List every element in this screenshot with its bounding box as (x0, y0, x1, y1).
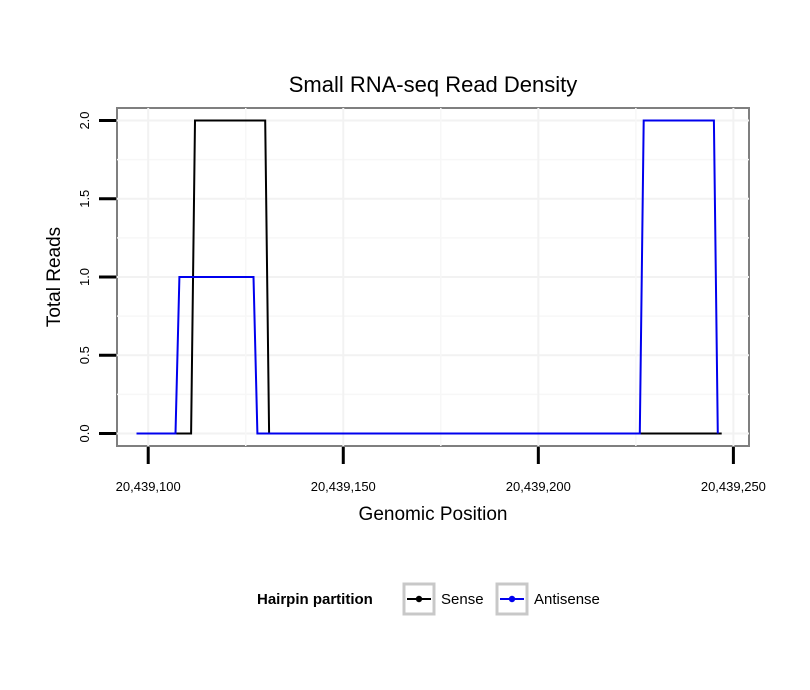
legend-key-point (508, 595, 516, 603)
x-tick-label: 20,439,100 (116, 479, 181, 494)
y-tick-label: 1.5 (77, 190, 92, 208)
y-tick-label: 2.0 (77, 111, 92, 129)
legend-item-antisense: Antisense (495, 582, 600, 616)
x-axis: 20,439,100 20,439,150 20,439,200 20,439,250 (116, 447, 766, 494)
legend-label: Antisense (534, 591, 600, 608)
series-line-antisense (136, 119, 719, 435)
legend: Hairpin partition Sense Antisense (257, 582, 600, 616)
series-lines (136, 119, 722, 435)
x-tick-label: 20,439,150 (311, 479, 376, 494)
legend-key-point (415, 595, 423, 603)
legend-item-sense: Sense (402, 582, 484, 616)
y-tick-label: 0.5 (77, 346, 92, 364)
legend-title: Hairpin partition (257, 591, 373, 608)
x-tick-label: 20,439,200 (506, 479, 571, 494)
chart-title: Small RNA-seq Read Density (289, 72, 578, 97)
y-tick-label: 0.0 (77, 424, 92, 442)
y-axis: 0.0 0.5 1.0 1.5 2.0 (77, 111, 116, 443)
x-axis-label: Genomic Position (359, 504, 508, 525)
x-tick-label: 20,439,250 (701, 479, 766, 494)
y-axis-label: Total Reads (44, 227, 65, 327)
y-tick-label: 1.0 (77, 268, 92, 286)
legend-label: Sense (441, 591, 484, 608)
